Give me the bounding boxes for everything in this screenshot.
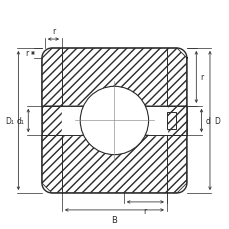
Text: B: B	[111, 215, 117, 224]
Text: d: d	[204, 117, 209, 125]
Text: d₁: d₁	[16, 117, 25, 125]
Polygon shape	[166, 106, 186, 136]
Text: r: r	[143, 206, 146, 215]
Polygon shape	[42, 106, 62, 136]
Text: r: r	[25, 49, 29, 58]
Text: D: D	[213, 117, 219, 125]
Polygon shape	[42, 49, 186, 106]
Text: r: r	[199, 73, 202, 82]
Text: r: r	[52, 27, 55, 36]
Text: D₁: D₁	[5, 117, 14, 125]
Polygon shape	[166, 112, 175, 129]
Circle shape	[80, 87, 148, 155]
Polygon shape	[42, 136, 186, 193]
